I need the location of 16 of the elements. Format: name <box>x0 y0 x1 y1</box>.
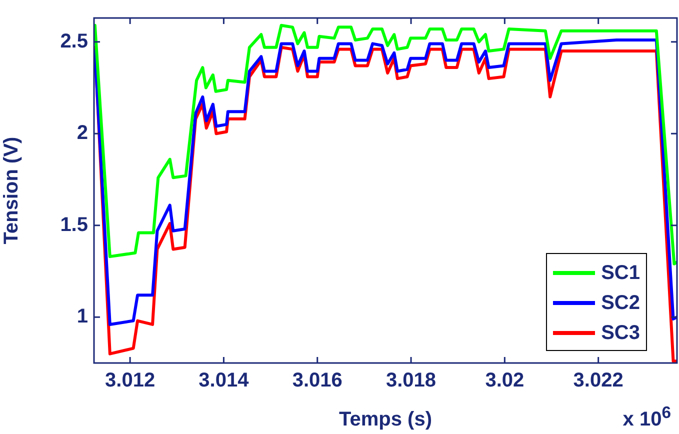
y-tick-label: 2.5 <box>60 30 88 52</box>
x-tick-label: 3.018 <box>386 370 436 392</box>
x-tick-label: 3.022 <box>573 370 624 392</box>
y-axis-title: Tension (V) <box>0 136 23 244</box>
x-axis-title: Temps (s) <box>339 408 432 431</box>
x-tick-label: 3.02 <box>485 370 524 392</box>
text: x 10$^{6}$ <box>622 403 671 432</box>
legend-label: SC3 <box>601 322 640 344</box>
y-tick-label: 1.5 <box>60 214 88 236</box>
y-tick-label: 2 <box>76 122 88 144</box>
y-tick-label: 1 <box>76 306 88 328</box>
x-tick-label: 3.012 <box>105 370 156 392</box>
x-tick-label: 3.016 <box>292 370 342 392</box>
legend-label: SC1 <box>601 262 640 284</box>
x-tick-label: 3.014 <box>198 370 250 392</box>
legend-label: SC2 <box>601 292 640 314</box>
